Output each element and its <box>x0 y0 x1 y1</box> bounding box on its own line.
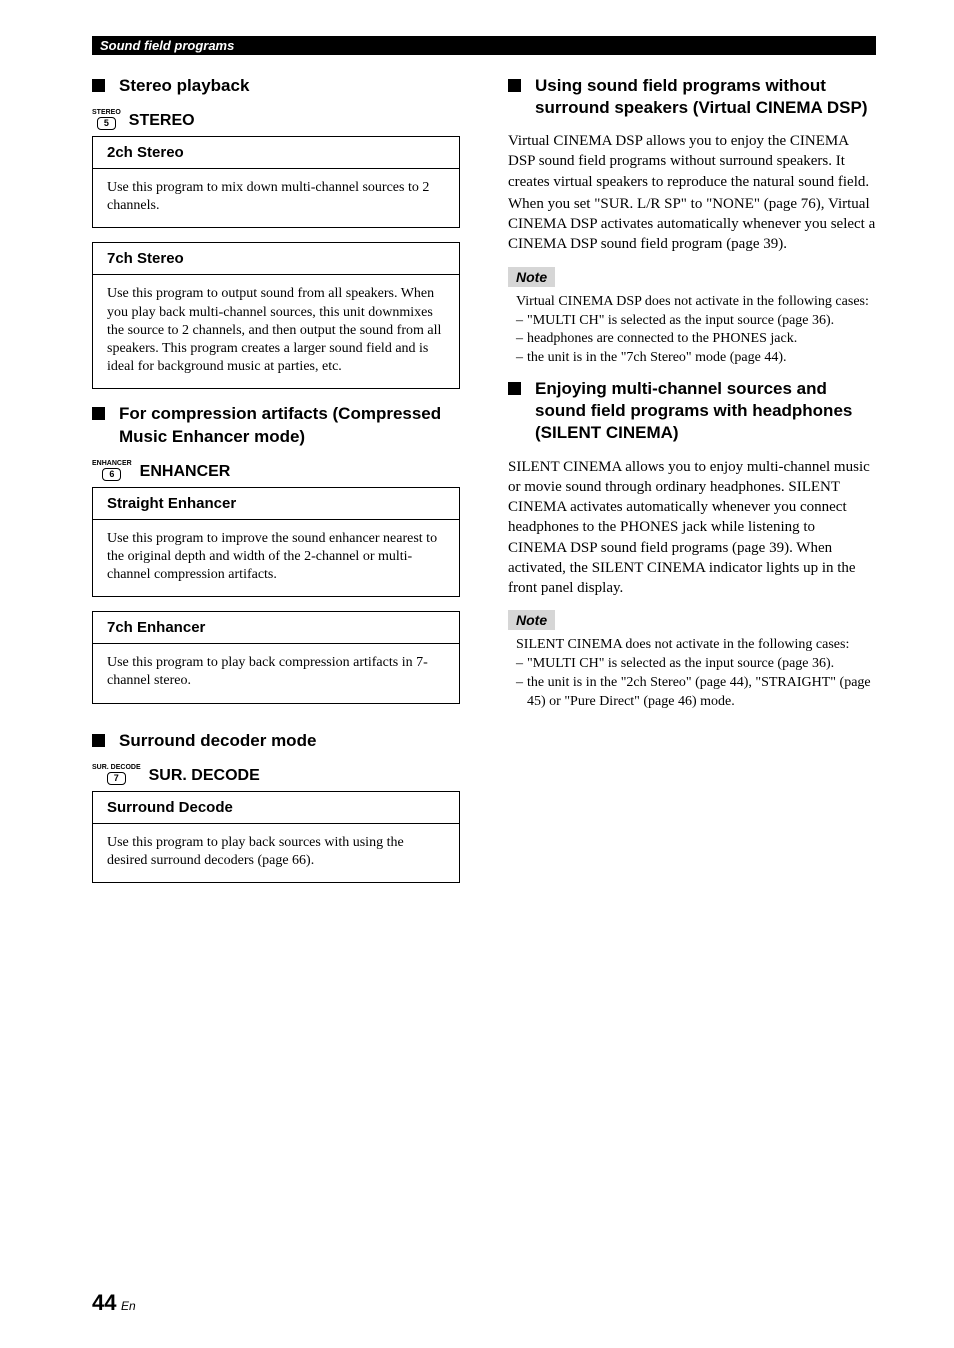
note-item-text: the unit is in the "7ch Stereo" mode (pa… <box>527 349 786 368</box>
right-column: Using sound field programs without surro… <box>508 67 876 897</box>
section-heading-silent-cinema: Enjoying multi-channel sources and sound… <box>508 378 876 444</box>
program-body: Use this program to output sound from al… <box>93 275 459 388</box>
note-item-text: the unit is in the "2ch Stereo" (page 44… <box>527 674 876 712</box>
page-number-suffix: En <box>121 1299 136 1313</box>
bullet-square-icon <box>92 734 105 747</box>
program-body: Use this program to improve the sound en… <box>93 520 459 597</box>
note-label: Note <box>508 267 555 287</box>
remote-button-icon: STEREO 5 <box>92 109 121 130</box>
badge-top-label: SUR. DECODE <box>92 764 141 771</box>
note-intro: Virtual CINEMA DSP does not activate in … <box>516 293 876 312</box>
left-column: Stereo playback STEREO 5 STEREO 2ch Ster… <box>92 67 460 897</box>
note-item: – "MULTI CH" is selected as the input so… <box>516 655 876 674</box>
badge-top-label: ENHANCER <box>92 460 132 467</box>
bullet-square-icon <box>92 79 105 92</box>
bullet-square-icon <box>508 382 521 395</box>
section-title: Using sound field programs without surro… <box>535 75 876 119</box>
section-heading-surround: Surround decoder mode <box>92 730 460 752</box>
category-row-surround: SUR. DECODE 7 SUR. DECODE <box>92 764 460 785</box>
body-paragraph: When you set "SUR. L/R SP" to "NONE" (pa… <box>508 194 876 255</box>
bullet-square-icon <box>92 407 105 420</box>
page-number: 44 En <box>92 1290 136 1316</box>
section-heading-virtual-cinema: Using sound field programs without surro… <box>508 75 876 119</box>
note-item-text: headphones are connected to the PHONES j… <box>527 330 797 349</box>
badge-number: 7 <box>107 772 126 785</box>
remote-button-icon: ENHANCER 6 <box>92 460 132 481</box>
note-list: –"MULTI CH" is selected as the input sou… <box>516 312 876 369</box>
section-title: Stereo playback <box>119 75 249 97</box>
category-name: ENHANCER <box>140 463 231 481</box>
section-title: For compression artifacts (Compressed Mu… <box>119 403 460 447</box>
program-title: 7ch Stereo <box>93 243 459 275</box>
note-item-text: "MULTI CH" is selected as the input sour… <box>527 312 834 331</box>
note-label: Note <box>508 610 555 630</box>
body-paragraph: SILENT CINEMA allows you to enjoy multi-… <box>508 457 876 599</box>
program-box: 7ch Enhancer Use this program to play ba… <box>92 611 460 703</box>
program-body: Use this program to play back compressio… <box>93 644 459 702</box>
section-heading-enhancer: For compression artifacts (Compressed Mu… <box>92 403 460 447</box>
bullet-square-icon <box>508 79 521 92</box>
program-box: Surround Decode Use this program to play… <box>92 791 460 883</box>
program-title: Surround Decode <box>93 792 459 824</box>
note-item: –the unit is in the "7ch Stereo" mode (p… <box>516 349 876 368</box>
badge-top-label: STEREO <box>92 109 121 116</box>
section-title: Enjoying multi-channel sources and sound… <box>535 378 876 444</box>
badge-number: 5 <box>97 117 116 130</box>
category-row-enhancer: ENHANCER 6 ENHANCER <box>92 460 460 481</box>
note-intro: SILENT CINEMA does not activate in the f… <box>516 636 876 655</box>
body-paragraph: Virtual CINEMA DSP allows you to enjoy t… <box>508 131 876 192</box>
program-title: 7ch Enhancer <box>93 612 459 644</box>
badge-number: 6 <box>102 468 121 481</box>
program-title: Straight Enhancer <box>93 488 459 520</box>
program-body: Use this program to mix down multi-chann… <box>93 169 459 227</box>
note-item: –"MULTI CH" is selected as the input sou… <box>516 312 876 331</box>
category-row-stereo: STEREO 5 STEREO <box>92 109 460 130</box>
note-item: – the unit is in the "2ch Stereo" (page … <box>516 674 876 712</box>
header-bar: Sound field programs <box>92 36 876 55</box>
section-heading-stereo: Stereo playback <box>92 75 460 97</box>
page-number-value: 44 <box>92 1290 116 1315</box>
section-title: Surround decoder mode <box>119 730 316 752</box>
program-body: Use this program to play back sources wi… <box>93 824 459 882</box>
program-box: 7ch Stereo Use this program to output so… <box>92 242 460 389</box>
note-item-text: "MULTI CH" is selected as the input sour… <box>527 655 834 674</box>
note-item: –headphones are connected to the PHONES … <box>516 330 876 349</box>
program-box: Straight Enhancer Use this program to im… <box>92 487 460 598</box>
program-box: 2ch Stereo Use this program to mix down … <box>92 136 460 228</box>
category-name: STEREO <box>129 112 195 130</box>
content-columns: Stereo playback STEREO 5 STEREO 2ch Ster… <box>92 67 876 897</box>
program-title: 2ch Stereo <box>93 137 459 169</box>
remote-button-icon: SUR. DECODE 7 <box>92 764 141 785</box>
note-list: – "MULTI CH" is selected as the input so… <box>516 655 876 712</box>
category-name: SUR. DECODE <box>149 767 260 785</box>
